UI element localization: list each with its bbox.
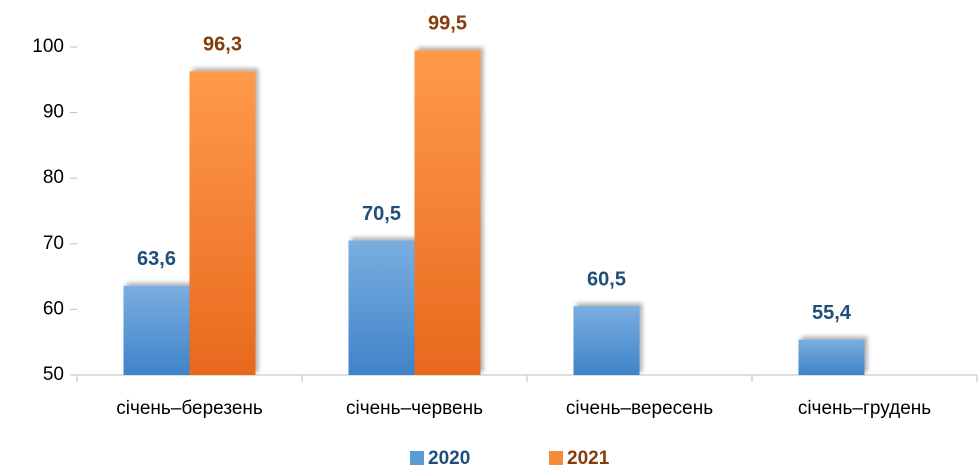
x-tick-label: січень–вересень <box>566 398 713 419</box>
bar <box>123 285 190 375</box>
x-tick-label: січень–грудень <box>798 398 931 419</box>
bar <box>798 339 865 375</box>
value-label: 60,5 <box>587 268 626 290</box>
x-tick-label: січень–березень <box>116 398 263 419</box>
y-tick-label: 70 <box>43 233 64 254</box>
value-label: 55,4 <box>812 302 852 324</box>
value-label: 70,5 <box>362 203 401 225</box>
bar <box>414 50 481 375</box>
y-tick-label: 90 <box>43 102 64 123</box>
bar <box>573 306 640 375</box>
value-label: 63,6 <box>137 248 176 270</box>
y-tick-label: 50 <box>43 364 64 385</box>
legend-swatch <box>410 451 424 465</box>
value-label: 99,5 <box>428 13 467 35</box>
legend-swatch <box>549 451 563 465</box>
legend-label: 2020 <box>428 448 470 468</box>
legend-label: 2021 <box>567 448 610 468</box>
y-tick-label: 100 <box>32 36 64 57</box>
value-label: 96,3 <box>203 34 242 56</box>
y-tick-label: 60 <box>43 298 64 319</box>
bar <box>189 71 256 375</box>
x-tick-label: січень–червень <box>346 398 483 419</box>
bar <box>348 240 415 375</box>
y-tick-label: 80 <box>43 167 64 188</box>
